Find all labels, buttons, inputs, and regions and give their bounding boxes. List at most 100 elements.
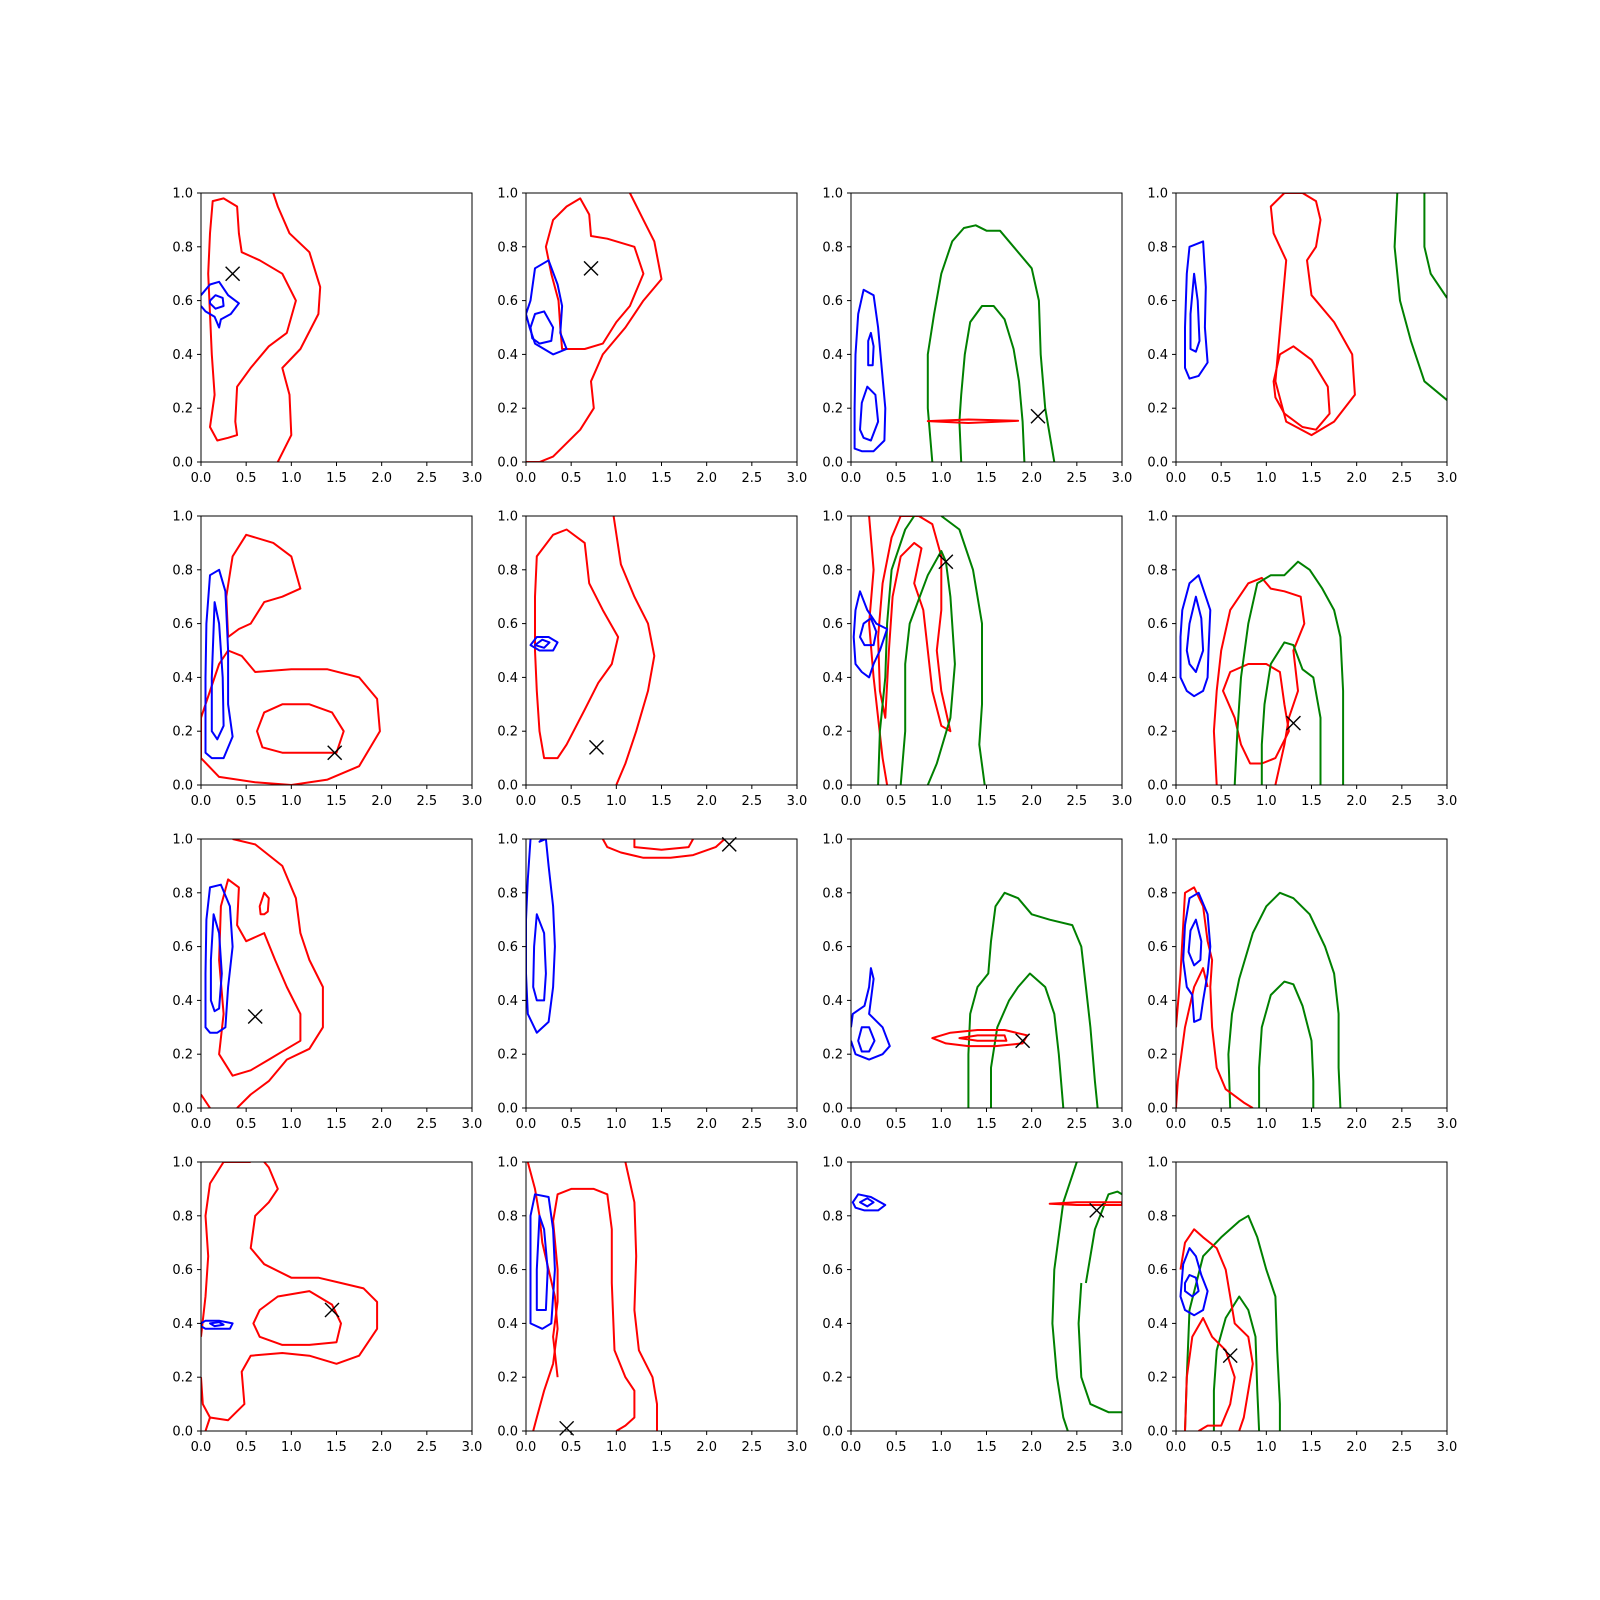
x-tick-label: 0.0 bbox=[191, 1117, 212, 1132]
blue-contour-line bbox=[526, 839, 556, 1034]
x-tick-label: 2.0 bbox=[371, 1117, 392, 1132]
red-contour-line bbox=[601, 839, 726, 859]
blue-contour-line bbox=[209, 1321, 225, 1328]
subplot-r1-c2: 0.0 0.5 1.0 1.5 2.0 2.5 3.0 0.0 0.2 0.4 0.6 0.8 1.0 bbox=[497, 187, 807, 487]
blue-contour-line bbox=[859, 385, 880, 442]
x-tick-label: 2.5 bbox=[1066, 1117, 1087, 1132]
green-contour-line bbox=[877, 516, 916, 785]
green-contour-line bbox=[958, 305, 1026, 462]
x-tick-label: 2.5 bbox=[1391, 471, 1412, 486]
plot-area bbox=[526, 839, 726, 1034]
y-tick-label: 0.6 bbox=[822, 294, 843, 309]
red-contour-line bbox=[252, 1290, 342, 1346]
y-tick-label: 0.8 bbox=[497, 563, 518, 578]
x-tick-label: 1.5 bbox=[651, 1117, 672, 1132]
red-contour-line bbox=[534, 528, 620, 760]
x-tick-label: 3.0 bbox=[462, 1117, 483, 1132]
x-tick-label: 1.0 bbox=[1256, 471, 1277, 486]
y-tick-label: 0.4 bbox=[822, 671, 843, 686]
y-tick-label: 0.0 bbox=[172, 1102, 193, 1117]
y-tick-label: 0.2 bbox=[497, 725, 518, 740]
x-tick-label: 1.0 bbox=[281, 1117, 302, 1132]
blue-contour-line bbox=[534, 638, 551, 649]
y-tick-label: 0.4 bbox=[822, 1317, 843, 1332]
y-tick-label: 0.8 bbox=[497, 240, 518, 255]
x-tick-label: 0.5 bbox=[886, 471, 907, 486]
y-tick-label: 0.8 bbox=[172, 886, 193, 901]
blue-contour-line bbox=[857, 1026, 876, 1053]
subplot-r2-c3: 0.0 0.5 1.0 1.5 2.0 2.5 3.0 0.0 0.2 0.4 0.6 0.8 1.0 bbox=[822, 510, 1132, 810]
red-contour-line bbox=[633, 839, 694, 851]
y-tick-label: 1.0 bbox=[1147, 1156, 1168, 1171]
x-tick-label: 1.5 bbox=[976, 471, 997, 486]
x-marker bbox=[225, 266, 241, 282]
blue-contour-line bbox=[853, 288, 887, 453]
x-marker bbox=[1285, 715, 1301, 731]
x-marker bbox=[1089, 1202, 1105, 1218]
plot-area bbox=[526, 1162, 658, 1431]
y-tick-label: 0.0 bbox=[497, 1102, 518, 1117]
x-tick-label: 2.5 bbox=[741, 794, 762, 809]
y-tick-label: 0.8 bbox=[172, 1209, 193, 1224]
y-tick-label: 0.2 bbox=[172, 402, 193, 417]
red-contour-line bbox=[225, 533, 302, 638]
blue-contour-line bbox=[526, 259, 568, 356]
green-contour-line bbox=[1393, 193, 1447, 401]
y-tick-label: 0.6 bbox=[172, 940, 193, 955]
plot-area bbox=[1176, 886, 1342, 1108]
y-tick-label: 0.4 bbox=[1147, 994, 1168, 1009]
x-tick-label: 3.0 bbox=[1437, 794, 1458, 809]
x-tick-label: 2.0 bbox=[371, 1440, 392, 1455]
x-tick-label: 1.5 bbox=[651, 1440, 672, 1455]
y-tick-label: 1.0 bbox=[172, 833, 193, 848]
y-tick-label: 0.2 bbox=[822, 1371, 843, 1386]
x-tick-label: 2.5 bbox=[1066, 1440, 1087, 1455]
y-tick-label: 0.0 bbox=[172, 1425, 193, 1440]
y-tick-label: 0.6 bbox=[1147, 1263, 1168, 1278]
y-tick-label: 1.0 bbox=[822, 833, 843, 848]
x-tick-label: 3.0 bbox=[1112, 471, 1133, 486]
x-tick-label: 1.0 bbox=[606, 1117, 627, 1132]
y-tick-label: 0.0 bbox=[822, 456, 843, 471]
plot-area bbox=[853, 224, 1056, 462]
x-tick-label: 1.0 bbox=[931, 794, 952, 809]
green-contour-line bbox=[1260, 641, 1322, 785]
y-tick-label: 0.6 bbox=[822, 940, 843, 955]
red-contour-line bbox=[1222, 663, 1290, 765]
blue-contour-line bbox=[209, 913, 223, 1013]
y-tick-label: 0.4 bbox=[172, 348, 193, 363]
y-tick-label: 0.8 bbox=[822, 1209, 843, 1224]
green-contour-line bbox=[1084, 1190, 1122, 1284]
y-tick-label: 0.0 bbox=[1147, 456, 1168, 471]
x-tick-label: 0.0 bbox=[191, 471, 212, 486]
x-tick-label: 2.5 bbox=[741, 1440, 762, 1455]
x-tick-label: 2.5 bbox=[416, 1117, 437, 1132]
y-tick-label: 0.0 bbox=[172, 456, 193, 471]
y-tick-label: 0.6 bbox=[172, 1263, 193, 1278]
x-tick-label: 1.5 bbox=[651, 471, 672, 486]
blue-contour-line bbox=[1182, 891, 1212, 1023]
x-marker bbox=[583, 260, 599, 276]
x-marker bbox=[247, 1009, 263, 1025]
x-tick-label: 1.0 bbox=[606, 1440, 627, 1455]
x-tick-label: 1.5 bbox=[1301, 1440, 1322, 1455]
x-tick-label: 3.0 bbox=[787, 471, 808, 486]
y-tick-label: 0.8 bbox=[1147, 240, 1168, 255]
red-contour-line bbox=[1179, 1228, 1254, 1431]
blue-contour-line bbox=[529, 1193, 556, 1330]
subplot-r3-c3: 0.0 0.5 1.0 1.5 2.0 2.5 3.0 0.0 0.2 0.4 0.6 0.8 1.0 bbox=[822, 833, 1132, 1133]
x-tick-label: 0.5 bbox=[236, 471, 257, 486]
blue-contour-line bbox=[529, 636, 559, 652]
x-marker bbox=[1222, 1348, 1238, 1364]
x-tick-label: 2.5 bbox=[416, 794, 437, 809]
y-tick-label: 0.2 bbox=[1147, 1371, 1168, 1386]
blue-contour-line bbox=[1185, 595, 1205, 673]
x-marker bbox=[1030, 408, 1046, 424]
red-contour-line bbox=[204, 1162, 379, 1431]
y-tick-label: 0.8 bbox=[822, 240, 843, 255]
y-tick-label: 0.2 bbox=[1147, 725, 1168, 740]
red-contour-line bbox=[526, 193, 663, 462]
x-tick-label: 0.5 bbox=[1211, 1440, 1232, 1455]
y-tick-label: 1.0 bbox=[497, 510, 518, 525]
y-tick-label: 0.2 bbox=[172, 1048, 193, 1063]
